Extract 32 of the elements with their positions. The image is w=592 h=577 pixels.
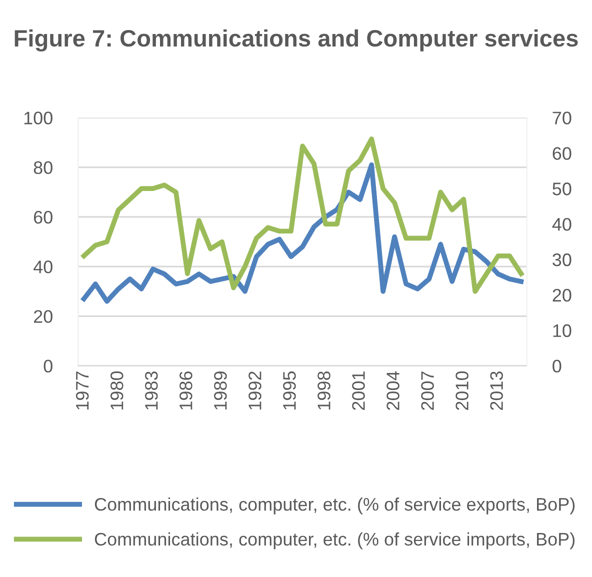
- y2-tick-label: 10: [553, 324, 572, 338]
- x-tick-label: 2001: [352, 372, 365, 410]
- y2-tick-label: 70: [552, 112, 572, 124]
- x-tick-label: 1989: [214, 372, 227, 410]
- y2-tick-label: 40: [552, 218, 572, 231]
- y-tick-label: 100: [24, 112, 52, 124]
- x-tick-label: 1986: [180, 371, 192, 410]
- legend-label: Communications, computer, etc. (% of service imports, BoP): [94, 532, 575, 550]
- y2-tick-label: 0: [552, 360, 562, 373]
- x-tick-label: 1995: [283, 371, 296, 410]
- y2-tick-label: 50: [552, 182, 572, 196]
- y2-tick-label: 30: [552, 253, 572, 266]
- chart-title: Figure 7: Communications and Computer services: [14, 29, 578, 52]
- x-tick-label: 1977: [76, 372, 89, 410]
- x-tick-label: 1983: [144, 371, 158, 410]
- y-tick-label: 80: [34, 161, 52, 174]
- x-tick-label: 2007: [421, 372, 434, 410]
- y-tick-label: 60: [34, 210, 52, 224]
- y-tick-label: 0: [44, 360, 52, 373]
- y2-tick-label: 60: [552, 147, 572, 160]
- line-series: [81, 162, 524, 304]
- x-tick-label: 2013: [490, 371, 503, 410]
- y2-tick-label: 20: [552, 288, 572, 302]
- line-series: [81, 136, 524, 294]
- x-tick-label: 1992: [248, 372, 262, 410]
- x-tick-label: 2010: [456, 371, 468, 410]
- legend-label: Communications, computer, etc. (% of service exports, BoP): [94, 497, 575, 514]
- x-tick-label: 1980: [110, 371, 124, 410]
- x-tick-label: 1998: [318, 371, 330, 410]
- y-tick-label: 20: [34, 310, 52, 323]
- y-tick-label: 40: [33, 260, 52, 274]
- x-tick-label: 2004: [386, 371, 400, 410]
